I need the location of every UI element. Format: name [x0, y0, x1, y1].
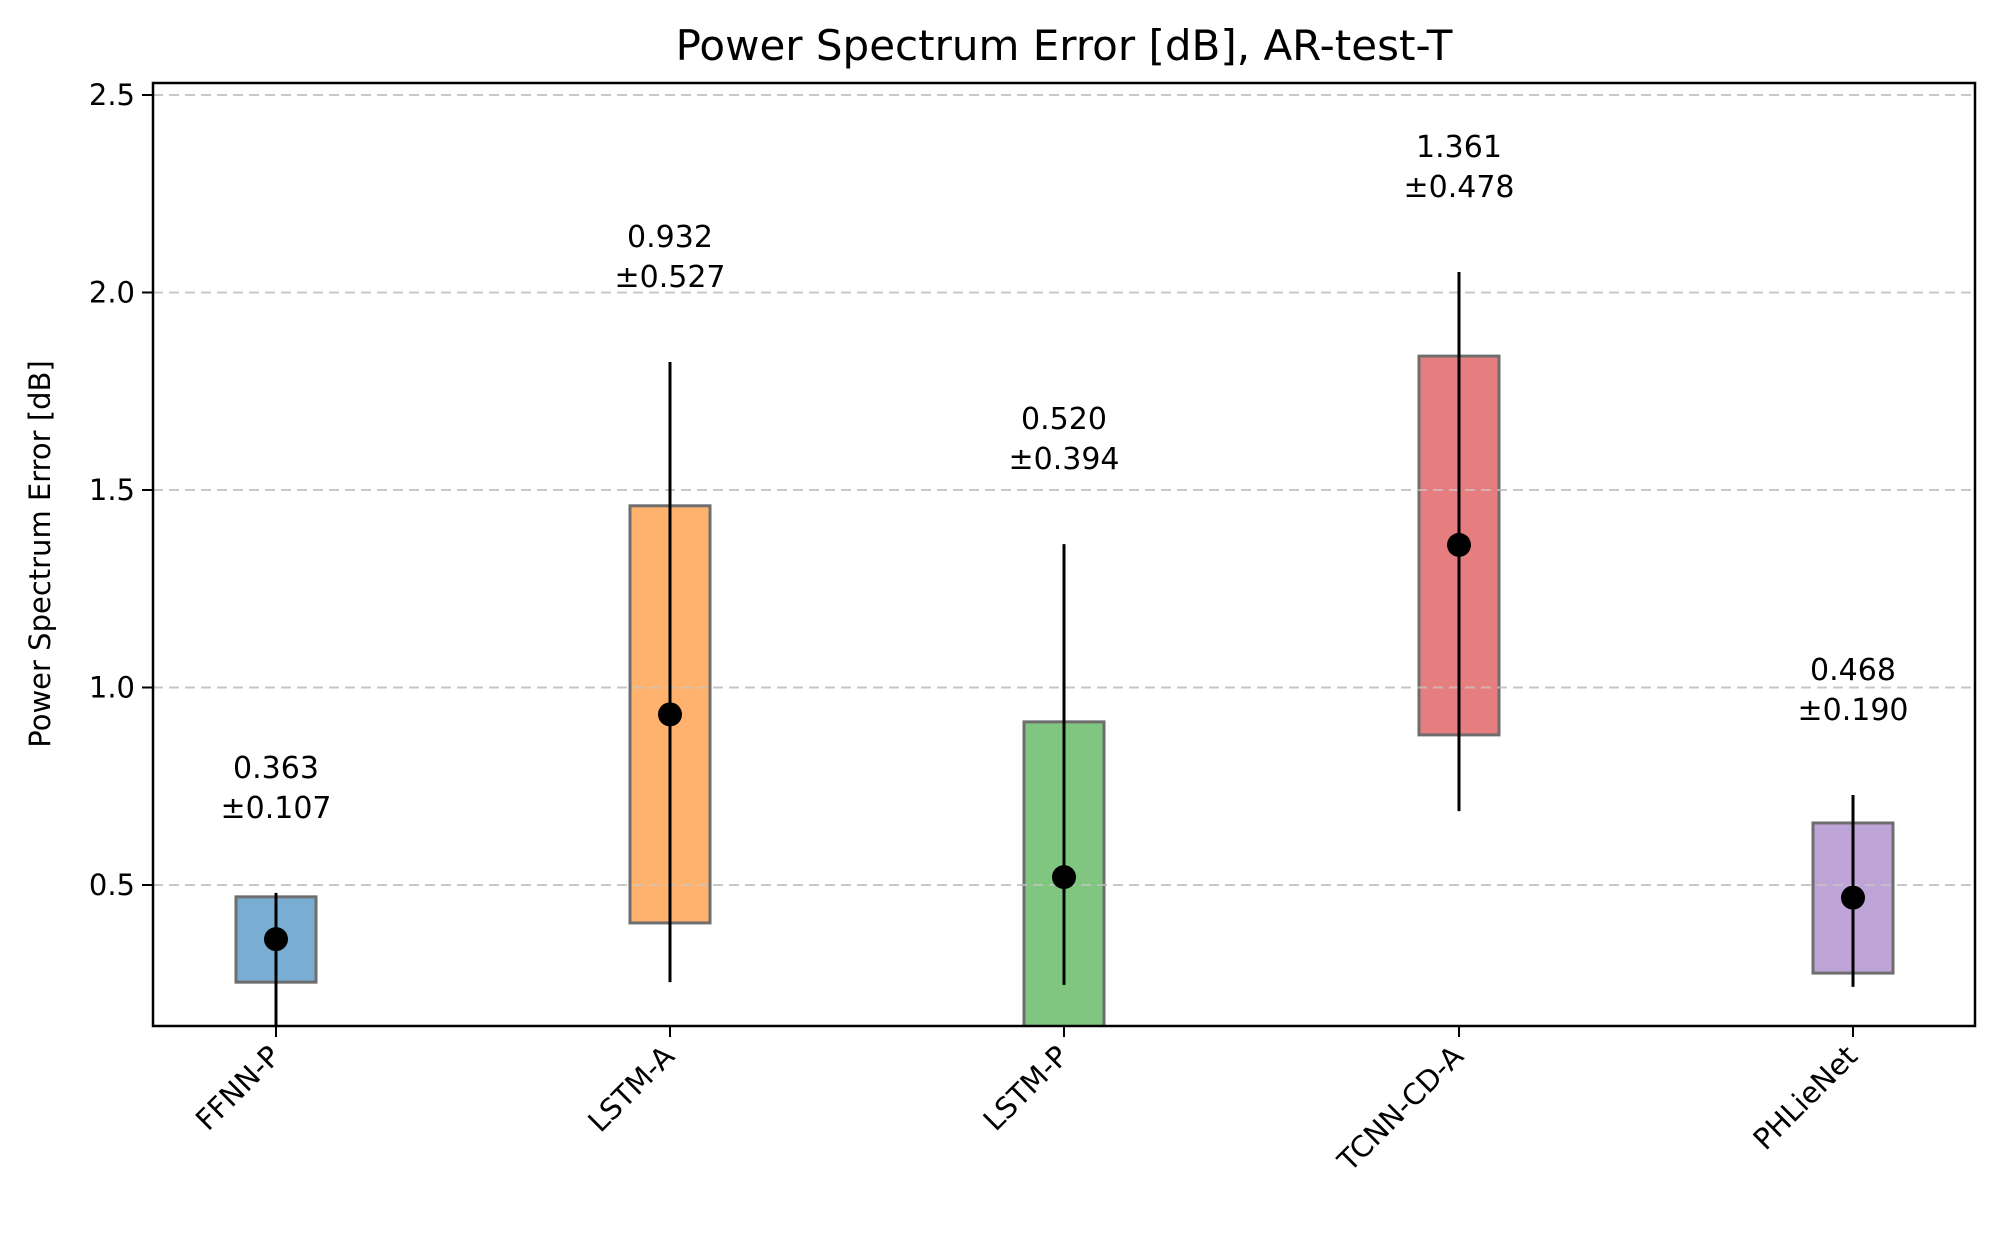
x-tick-label: TCNN-CD-A [1330, 1039, 1470, 1179]
x-tick-label: LSTM-A [581, 1039, 681, 1139]
errorbars-layer [264, 271, 1865, 1026]
mean-marker [1841, 885, 1865, 910]
mean-marker [1052, 865, 1076, 890]
annotation-std: ±0.527 [614, 260, 725, 295]
y-tick-label: 0.5 [89, 868, 135, 902]
y-tick-label: 1.5 [89, 473, 135, 507]
annotation-mean: 0.468 [1810, 653, 1896, 688]
mean-marker [264, 927, 288, 952]
x-tick-label: PHLieNet [1746, 1039, 1864, 1157]
annotation-mean: 0.363 [233, 751, 319, 786]
chart-title: Power Spectrum Error [dB], AR-test-T [676, 21, 1453, 70]
mean-marker [1447, 532, 1471, 557]
annotation-mean: 0.520 [1021, 402, 1107, 437]
y-axis-label: Power Spectrum Error [dB] [23, 360, 57, 747]
x-tick-label: FFNN-P [189, 1039, 287, 1137]
annotation-mean: 1.361 [1416, 130, 1502, 165]
x-tick-label: LSTM-P [976, 1039, 1074, 1137]
annotation-std: ±0.394 [1008, 442, 1119, 477]
y-tick-label: 2.0 [89, 276, 135, 310]
annotation-std: ±0.478 [1403, 170, 1514, 205]
y-axis-ticks: 0.5 1.0 1.5 2.0 2.5 [89, 78, 153, 902]
annotation-std: ±0.107 [220, 791, 331, 826]
value-annotations: 0.363 ±0.107 0.932 ±0.527 0.520 ±0.394 1.361 ±0… [220, 130, 1908, 826]
y-tick-label: 2.5 [89, 78, 135, 112]
y-tick-label: 1.0 [89, 671, 135, 705]
mean-marker [658, 702, 682, 727]
annotation-mean: 0.932 [627, 220, 713, 255]
x-axis-ticks: FFNN-P LSTM-A LSTM-P TCNN-CD-A PHLieNet [189, 1026, 1864, 1178]
annotation-std: ±0.190 [1797, 693, 1908, 728]
